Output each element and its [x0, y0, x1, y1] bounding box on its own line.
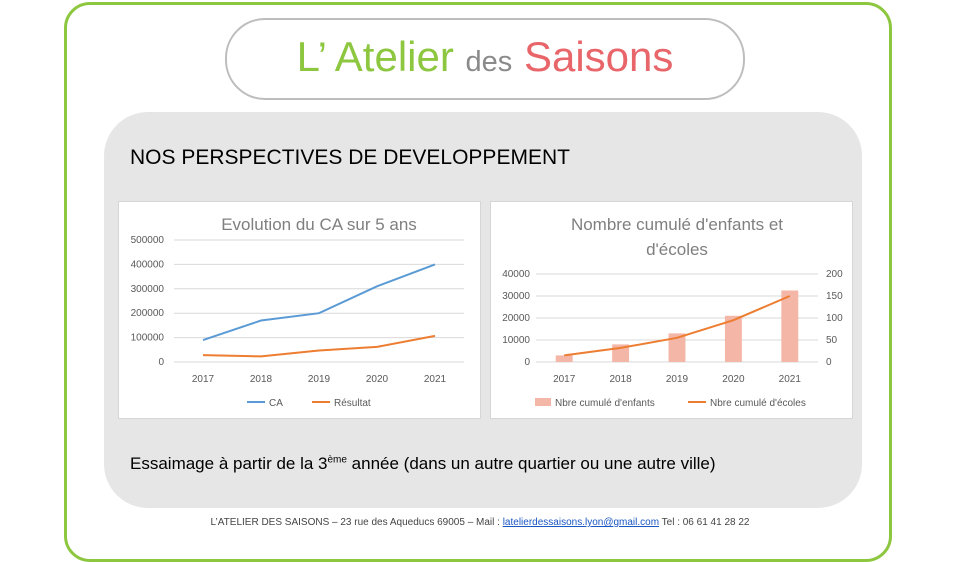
bar-enfants [724, 315, 742, 362]
y-right-tick-label: 200 [826, 269, 843, 280]
y-left-tick-label: 40000 [502, 269, 530, 280]
legend-label: CA [269, 398, 283, 409]
y-right-tick-label: 50 [826, 335, 838, 346]
x-tick-label: 2020 [366, 374, 389, 385]
essaimage-sup: ème [327, 454, 347, 466]
x-tick-label: 2019 [308, 374, 331, 385]
y-right-tick-label: 100 [826, 313, 843, 324]
y-left-tick-label: 20000 [502, 313, 530, 324]
section-heading: NOS PERSPECTIVES DE DEVELOPPEMENT [130, 146, 570, 169]
essaimage-text: Essaimage à partir de la 3ème année (dan… [130, 454, 716, 474]
y-tick-label: 300000 [131, 284, 165, 295]
x-tick-label: 2017 [553, 374, 576, 385]
title-box: L’ Atelier des Saisons [225, 18, 745, 100]
y-right-tick-label: 0 [826, 357, 832, 368]
slide-title: L’ Atelier des Saisons [227, 34, 743, 85]
legend-label: Résultat [334, 398, 371, 409]
footer: L’ATELIER DES SAISONS – 23 rue des Aqued… [0, 517, 960, 528]
bar-enfants [668, 333, 686, 362]
x-tick-label: 2020 [722, 374, 745, 385]
series-line-ca [202, 263, 436, 341]
x-tick-label: 2021 [779, 374, 802, 385]
x-tick-label: 2018 [609, 374, 632, 385]
ca-chart-svg: Evolution du CA sur 5 ans 0 100000 200000 30… [131, 215, 464, 409]
x-tick-label: 2021 [424, 374, 447, 385]
series-line-ecoles [564, 295, 791, 357]
title-part-saisons: Saisons [523, 33, 674, 80]
chart-title-line-1: Nombre cumulé d'enfants et [571, 215, 783, 234]
y-tick-label: 0 [158, 357, 164, 368]
bar-enfants [781, 290, 799, 362]
title-part-des: des [465, 46, 513, 78]
essaimage-after: année (dans un autre quartier ou une aut… [346, 454, 716, 473]
y-left-tick-label: 0 [524, 357, 530, 368]
series-line-resultat [202, 334, 436, 358]
x-tick-label: 2019 [666, 374, 689, 385]
x-tick-label: 2017 [192, 374, 215, 385]
y-left-tick-label: 30000 [502, 291, 530, 302]
x-tick-label: 2018 [250, 374, 273, 385]
y-left-tick-label: 10000 [502, 335, 530, 346]
y-tick-label: 400000 [131, 259, 165, 270]
y-tick-label: 100000 [131, 333, 165, 344]
chart-title: Evolution du CA sur 5 ans [221, 215, 417, 234]
legend-label: Nbre cumulé d'écoles [710, 398, 806, 409]
essaimage-before: Essaimage à partir de la 3 [130, 454, 328, 473]
y-right-tick-label: 150 [826, 291, 843, 302]
children-schools-chart-svg: Nombre cumulé d'enfants et d'écoles 0 10000… [502, 215, 843, 409]
title-part-atelier: L’ Atelier [296, 33, 454, 80]
footer-email-link[interactable]: latelierdessaisons.lyon@gmail.com [502, 517, 660, 528]
ca-chart: Evolution du CA sur 5 ans 0 100000 200000 30… [118, 201, 481, 419]
y-tick-label: 500000 [131, 235, 165, 246]
legend-swatch-bar [535, 398, 551, 406]
legend-label: Nbre cumulé d'enfants [555, 398, 655, 409]
footer-phone: Tel : 06 61 41 28 22 [659, 517, 750, 528]
footer-address: L’ATELIER DES SAISONS – 23 rue des Aqued… [210, 517, 503, 528]
children-schools-chart: Nombre cumulé d'enfants et d'écoles 0 10000… [490, 201, 853, 419]
bar-enfants [555, 355, 573, 362]
chart-title-line-2: d'écoles [646, 240, 708, 259]
y-tick-label: 200000 [131, 308, 165, 319]
